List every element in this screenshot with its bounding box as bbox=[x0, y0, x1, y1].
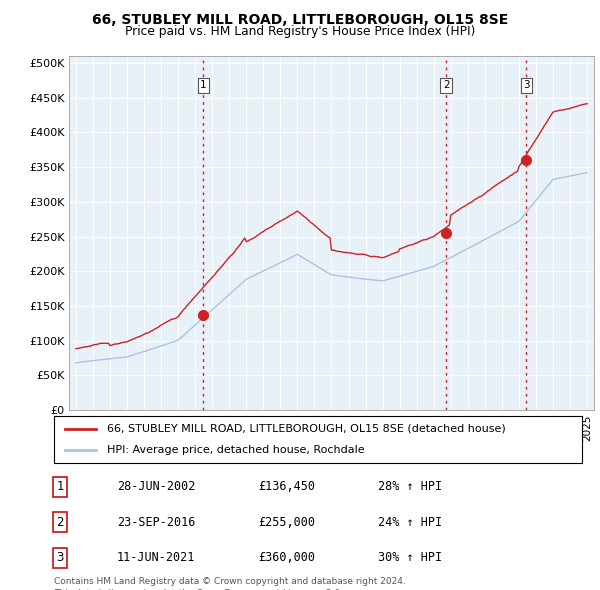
Text: 24% ↑ HPI: 24% ↑ HPI bbox=[378, 516, 442, 529]
Text: Price paid vs. HM Land Registry's House Price Index (HPI): Price paid vs. HM Land Registry's House … bbox=[125, 25, 475, 38]
Text: 66, STUBLEY MILL ROAD, LITTLEBOROUGH, OL15 8SE (detached house): 66, STUBLEY MILL ROAD, LITTLEBOROUGH, OL… bbox=[107, 424, 506, 434]
Text: £360,000: £360,000 bbox=[258, 551, 315, 564]
Text: 1: 1 bbox=[56, 480, 64, 493]
Text: 2: 2 bbox=[56, 516, 64, 529]
Text: 30% ↑ HPI: 30% ↑ HPI bbox=[378, 551, 442, 564]
Text: 23-SEP-2016: 23-SEP-2016 bbox=[117, 516, 196, 529]
Text: 66, STUBLEY MILL ROAD, LITTLEBOROUGH, OL15 8SE: 66, STUBLEY MILL ROAD, LITTLEBOROUGH, OL… bbox=[92, 13, 508, 27]
Text: 11-JUN-2021: 11-JUN-2021 bbox=[117, 551, 196, 564]
Text: 3: 3 bbox=[523, 80, 530, 90]
Text: 2: 2 bbox=[443, 80, 449, 90]
Text: 28% ↑ HPI: 28% ↑ HPI bbox=[378, 480, 442, 493]
Text: 28-JUN-2002: 28-JUN-2002 bbox=[117, 480, 196, 493]
Text: Contains HM Land Registry data © Crown copyright and database right 2024.
This d: Contains HM Land Registry data © Crown c… bbox=[54, 577, 406, 590]
Text: £255,000: £255,000 bbox=[258, 516, 315, 529]
Text: £136,450: £136,450 bbox=[258, 480, 315, 493]
Text: 1: 1 bbox=[200, 80, 207, 90]
Text: 3: 3 bbox=[56, 551, 64, 564]
Text: HPI: Average price, detached house, Rochdale: HPI: Average price, detached house, Roch… bbox=[107, 445, 364, 455]
